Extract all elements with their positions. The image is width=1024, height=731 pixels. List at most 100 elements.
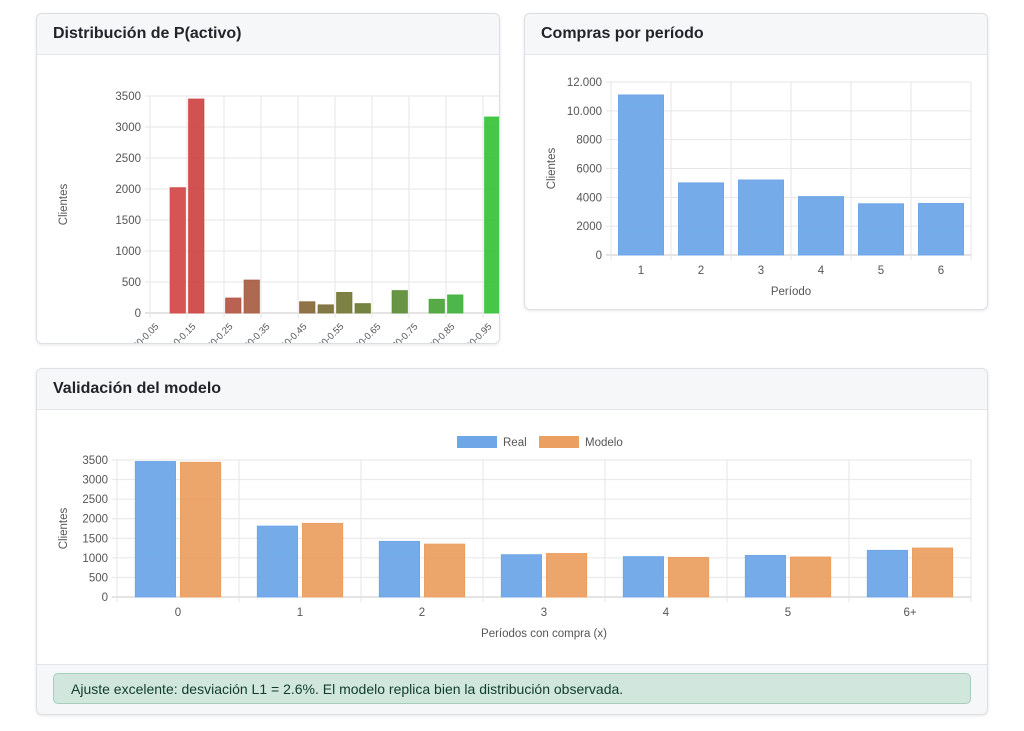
bar [256,525,298,598]
y-tick-label: 3500 [115,91,141,103]
fit-message: Ajuste excelente: desviación L1 = 2.6%. … [71,680,624,697]
y-tick-label: 2500 [82,494,108,506]
compras-card: Compras por período 0 2000 4000 6000 8000 10.… [524,13,988,310]
x-tick-label: 1 [638,265,644,277]
y-tick-label: 10.000 [567,106,602,118]
x-tick-label: 0.90-0.95 [458,321,494,343]
y-tick-label: 500 [89,572,108,584]
pactivo-card: Distribución de P(activo) 0 500 1000 1500 20… [36,13,500,344]
y-tick-label: 2000 [576,221,602,233]
bar [866,549,908,598]
validacion-card-footer: Ajuste excelente: desviación L1 = 2.6%. … [37,664,987,714]
x-axis-title: Período [771,286,811,298]
legend-label-0: Real [503,437,527,449]
bar [299,301,316,314]
bar [618,94,664,256]
bar [546,553,588,598]
x-tick-label: 3 [541,607,547,619]
y-axis-title: Clientes [546,147,558,189]
y-axis-title: Clientes [58,183,70,225]
x-tick-label: 0.70-0.75 [384,321,420,343]
x-tick-label: 0.50-0.55 [310,321,346,343]
bar [858,203,904,256]
validacion-card-title: Validación del modelo [53,380,222,397]
x-tick-label: 5 [785,607,791,619]
bar [668,556,710,598]
bar [180,461,222,598]
y-tick-label: 3000 [115,122,141,134]
bar [500,554,542,598]
y-tick-label: 1500 [82,533,108,545]
bar [378,540,420,598]
bar [798,196,844,256]
bar [354,303,371,314]
y-tick-label: 6000 [576,164,602,176]
compras-chart: 0 2000 4000 6000 8000 10.000 12.000 Clientes Per… [546,77,972,298]
x-tick-label: 2 [419,607,425,619]
bar [484,116,499,314]
x-tick-label: 1 [297,607,303,619]
bar [424,543,466,598]
bar [744,555,786,598]
x-tick-label: 0.00-0.05 [125,321,161,343]
y-tick-label: 1500 [115,215,141,227]
compras-card-body: 0 2000 4000 6000 8000 10.000 12.000 Clientes Per… [525,55,987,309]
legend-swatch-1 [539,436,579,448]
pactivo-card-header: Distribución de P(activo) [37,14,499,55]
y-tick-label: 4000 [576,192,602,204]
x-tick-label: 0.20-0.25 [199,321,235,343]
y-tick-label: 1000 [115,246,141,258]
bar [391,290,408,314]
legend-swatch-0 [457,436,497,448]
fit-alert: Ajuste excelente: desviación L1 = 2.6%. … [53,673,971,704]
pactivo-chart: 0 500 1000 1500 2000 2500 3000 3500 Clientes 0.00… [58,91,499,343]
bar [336,292,353,314]
bar [302,522,344,598]
compras-card-header: Compras por período [525,14,987,55]
y-tick-label: 1000 [82,553,108,565]
y-tick-label: 500 [122,277,141,289]
bar [918,203,964,256]
x-tick-label: 0 [175,607,181,619]
bar [447,294,464,314]
validacion-card-header: Validación del modelo [37,369,987,410]
y-tick-label: 0 [135,308,141,320]
bar [912,547,954,598]
validacion-chart: 0 500 1000 1500 2000 2500 3000 3500 Clientes Perí… [58,436,972,640]
y-tick-label: 2500 [115,153,141,165]
y-tick-label: 0 [102,592,108,604]
y-tick-label: 2000 [115,184,141,196]
bar [790,556,832,598]
bar [134,461,176,598]
pactivo-card-body: 0 500 1000 1500 2000 2500 3000 3500 Clientes 0.00… [37,55,499,343]
y-tick-label: 3000 [82,475,108,487]
validacion-card: Validación del modelo 0 500 1000 1500 2000 25… [36,368,988,715]
x-axis-title: Períodos con compra (x) [481,628,607,640]
bar [243,279,260,314]
legend-label-1: Modelo [585,437,623,449]
y-tick-label: 12.000 [567,77,602,89]
x-tick-label: 5 [878,265,884,277]
pactivo-card-title: Distribución de P(activo) [53,25,242,42]
y-tick-label: 8000 [576,135,602,147]
bar [317,304,334,314]
bar [225,297,242,314]
bar [622,556,664,598]
x-tick-label: 0.40-0.45 [273,321,309,343]
y-axis-title: Clientes [58,507,70,549]
x-tick-label: 0.30-0.35 [236,321,272,343]
validacion-card-body: 0 500 1000 1500 2000 2500 3000 3500 Clientes Perí… [37,410,987,671]
y-tick-label: 3500 [82,455,108,467]
x-tick-label: 6+ [903,607,916,619]
x-tick-label: 0.80-0.85 [421,321,457,343]
bar [169,187,186,314]
bar [188,98,205,314]
bar [428,298,445,314]
bar [678,182,724,256]
x-tick-label: 4 [663,607,670,619]
x-tick-label: 2 [698,265,704,277]
x-tick-label: 0.60-0.65 [347,321,383,343]
bar [738,179,784,256]
y-tick-label: 0 [596,250,602,262]
y-tick-label: 2000 [82,514,108,526]
